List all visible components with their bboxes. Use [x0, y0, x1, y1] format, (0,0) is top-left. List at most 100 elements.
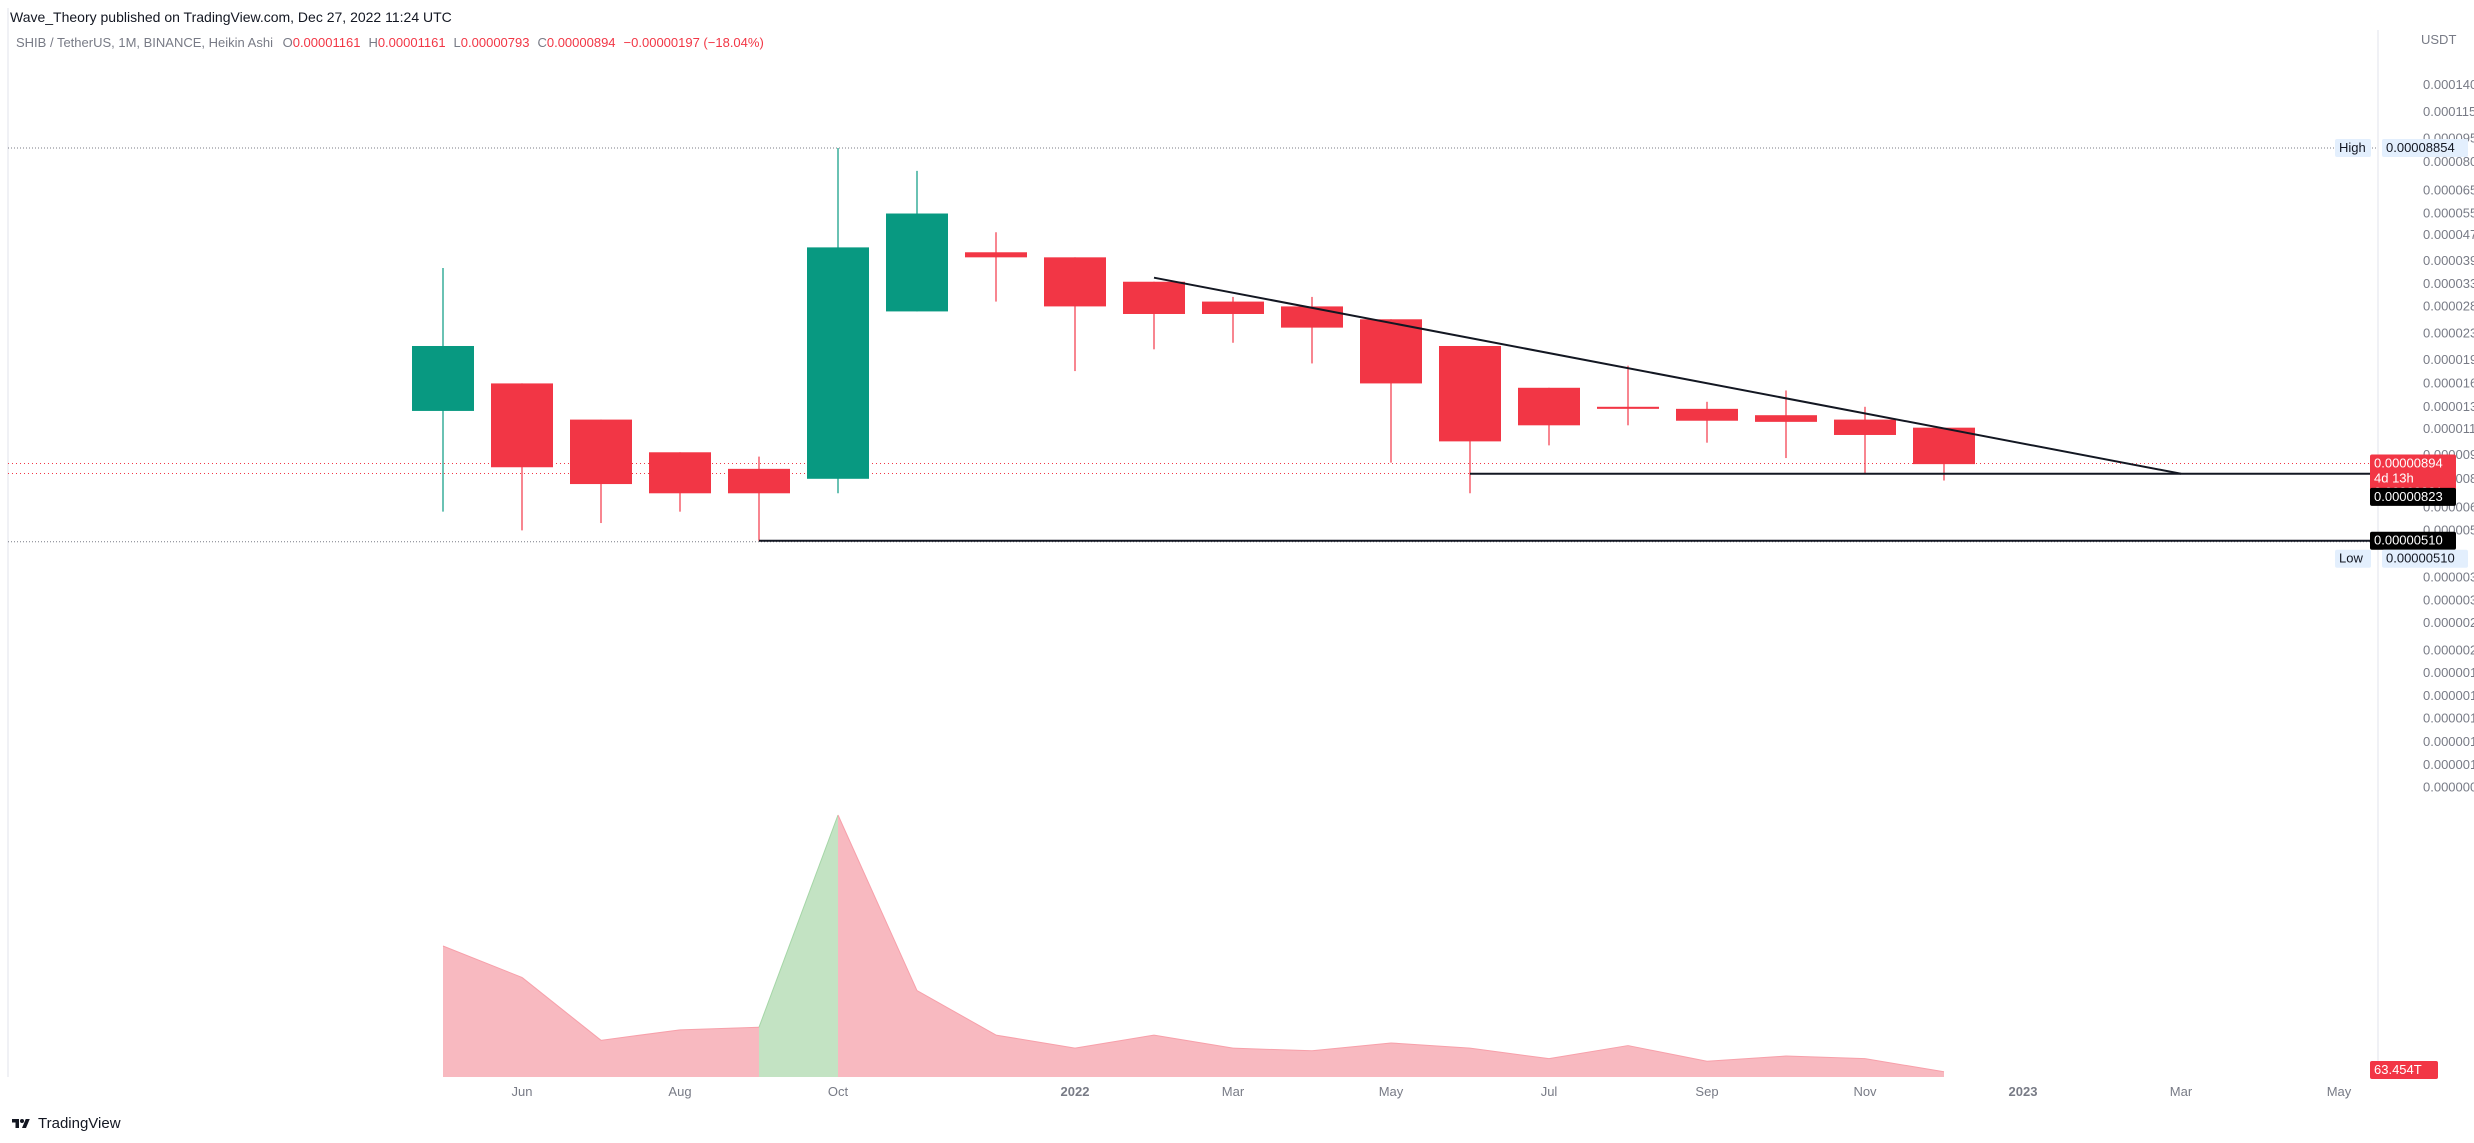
x-tick-label: Jun [512, 1084, 533, 1099]
candle-body [807, 247, 869, 479]
volume-area-edge [1627, 1045, 1708, 1062]
candle-body [1518, 387, 1580, 426]
candle-body [1913, 427, 1975, 465]
volume-area-segment [1075, 1035, 1154, 1077]
volume-area-edge [1785, 1055, 1866, 1060]
low-line-tag-bg [2370, 531, 2456, 550]
volume-area-edge [1153, 1034, 1234, 1049]
low-tag-label-bg [2335, 549, 2371, 568]
y-tick-label: 0.00003300 [2423, 276, 2474, 291]
descending-trendline [1153, 276, 2182, 475]
symbol-info: SHIB / TetherUS, 1M, BINANCE, Heikin Ash… [16, 35, 273, 50]
y-tick-label: 0.00008000 [2423, 154, 2474, 169]
y-tick-label: 0.00000085 [2423, 779, 2474, 794]
y-tick-label: 0.00002800 [2423, 298, 2474, 313]
x-tick-label: Aug [668, 1084, 691, 1099]
x-tick-label: 2022 [1061, 1084, 1090, 1099]
volume-area-edge [1390, 1042, 1471, 1049]
x-tick-label: Nov [1853, 1084, 1877, 1099]
volume-area-segment [522, 977, 601, 1077]
volume-area-segment [1312, 1042, 1391, 1077]
volume-area-segment [1786, 1056, 1865, 1077]
volume-area-segment [917, 990, 996, 1077]
support-tag: 0.00000823 [2374, 489, 2443, 504]
y-tick-label: 0.00001350 [2423, 399, 2474, 414]
volume-area-edge [600, 1029, 681, 1041]
volume-area-segment [1470, 1048, 1549, 1077]
volume-area-segment [443, 946, 522, 1077]
high-value: 0.00001161 [377, 35, 446, 50]
high-tag-label: High [2339, 140, 2366, 155]
close-label: C [537, 35, 547, 50]
candle-body [1123, 281, 1185, 314]
candle-body [1202, 301, 1264, 314]
y-tick-label: 0.00000230 [2423, 642, 2474, 657]
candle-body [1044, 257, 1106, 307]
y-tick-label: 0.00001150 [2423, 421, 2474, 436]
low-tag-label: Low [2339, 551, 2363, 566]
y-tick-label: 0.00000330 [2423, 593, 2474, 608]
x-tick-label: Sep [1695, 1084, 1718, 1099]
low-tag-value-bg [2382, 549, 2468, 568]
volume-area-edge [1864, 1058, 1945, 1073]
volume-area-edge [995, 1034, 1076, 1049]
low-label: L [453, 35, 461, 50]
y-tick-label: 0.00011500 [2423, 104, 2474, 119]
candle-body [728, 468, 790, 494]
high-tag-value: 0.00008854 [2386, 140, 2455, 155]
y-tick-label: 0.00000165 [2423, 688, 2474, 703]
open-value: 0.00001161 [292, 35, 361, 50]
y-tick-label: 0.00000100 [2423, 757, 2474, 772]
footer-brand[interactable]: TradingView [10, 1115, 121, 1132]
y-tick-label: 0.00002300 [2423, 325, 2474, 340]
symbol-legend: SHIB / TetherUS, 1M, BINANCE, Heikin Ash… [16, 35, 772, 50]
x-tick-label: Mar [1222, 1084, 1245, 1099]
candle-body [1834, 419, 1896, 435]
publisher-header: Wave_Theory published on TradingView.com… [10, 9, 452, 25]
volume-area-segment [1628, 1045, 1707, 1077]
volume-area-segment [1391, 1042, 1470, 1077]
volume-area-segment [996, 1035, 1075, 1077]
x-tick-label: Mar [2170, 1084, 2193, 1099]
volume-area-edge [521, 977, 602, 1041]
volume-tag-bg [2370, 1061, 2438, 1079]
high-tag-value-bg [2382, 139, 2468, 157]
volume-area-edge [1074, 1034, 1155, 1049]
x-tick-label: 2023 [2009, 1084, 2038, 1099]
y-tick-label: 0.00000390 [2423, 570, 2474, 585]
volume-area-edge [442, 945, 523, 978]
candle-body [1597, 406, 1659, 409]
candle-body [1360, 319, 1422, 384]
volume-area-segment [1865, 1058, 1944, 1077]
y-tick-label: 0.00005500 [2423, 206, 2474, 221]
x-tick-label: May [1379, 1084, 1404, 1099]
high-label: H [368, 35, 378, 50]
volume-area-edge [1548, 1045, 1629, 1060]
volume-tag: 63.454T [2374, 1062, 2422, 1077]
volume-area-edge [679, 1026, 760, 1031]
volume-area-edge [1232, 1047, 1313, 1052]
candle-body [1676, 408, 1738, 421]
x-tick-label: May [2327, 1084, 2352, 1099]
candle-body [412, 345, 474, 411]
candle-body [1281, 306, 1343, 328]
volume-area-segment [838, 815, 917, 1077]
y-tick-label: 0.00000140 [2423, 711, 2474, 726]
y-tick-label: 0.00000195 [2423, 665, 2474, 680]
candle-body [1755, 415, 1817, 422]
volume-area-segment [1154, 1035, 1233, 1077]
volume-area-segment [1549, 1045, 1628, 1077]
volume-area-edge [1311, 1042, 1392, 1052]
y-tick-label: 0.00004700 [2423, 227, 2474, 242]
support-tag-bg [2370, 487, 2456, 506]
low-line-tag: 0.00000510 [2374, 533, 2443, 548]
last-price-tag: 0.00000894 [2374, 456, 2443, 471]
volume-area-edge [1706, 1055, 1787, 1062]
tradingview-logo-icon [12, 1118, 30, 1128]
volume-area-edge [837, 814, 918, 991]
volume-area-segment [601, 1029, 680, 1077]
close-value: 0.00000894 [546, 35, 616, 50]
candle-body [886, 213, 948, 312]
y-tick-label: 0.00003900 [2423, 253, 2474, 268]
